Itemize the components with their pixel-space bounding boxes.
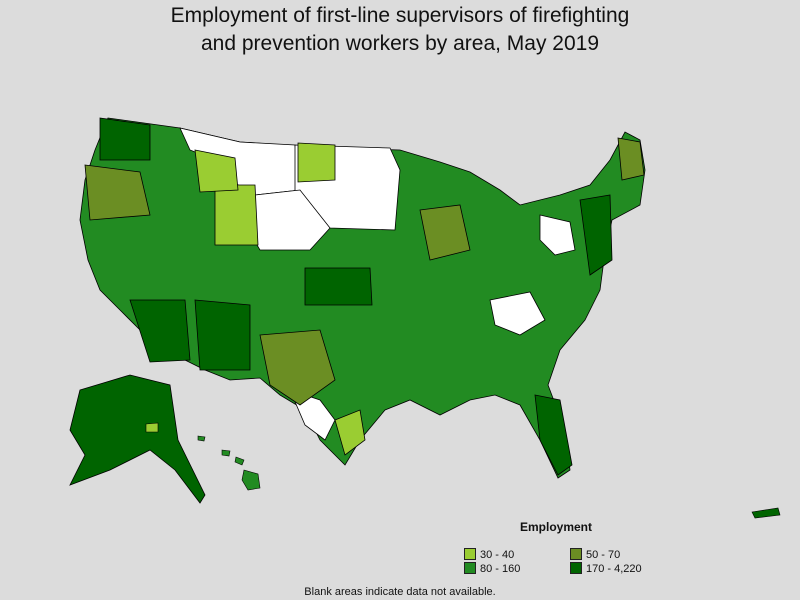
region-idaho-west xyxy=(194,149,239,193)
alaska-borough xyxy=(145,422,159,433)
region-midwest-mix xyxy=(419,204,471,261)
region-gulf-coast xyxy=(334,409,366,456)
region-new-mexico xyxy=(194,299,251,371)
legend-label: 30 - 40 xyxy=(480,549,515,561)
region-kansas xyxy=(304,267,373,306)
legend-item-50-70: 50 - 70 xyxy=(570,548,620,562)
puerto-rico xyxy=(751,507,781,519)
region-oregon xyxy=(84,164,151,221)
alaska xyxy=(69,374,206,504)
blank-areas-note: Blank areas indicate data not available. xyxy=(304,586,496,598)
region-arizona xyxy=(129,299,191,363)
contiguous-us xyxy=(79,117,646,479)
legend-item-170-4220: 170 - 4,220 xyxy=(570,562,642,576)
region-wyoming xyxy=(214,184,259,246)
hawaii xyxy=(197,435,261,491)
map-title: Employment of first-line supervisors of … xyxy=(0,2,800,58)
region-east-coast xyxy=(579,194,613,276)
legend-item-30-40: 30 - 40 xyxy=(464,548,514,562)
region-texas-west xyxy=(259,329,336,406)
legend-item-80-160: 80 - 160 xyxy=(464,562,520,576)
region-florida xyxy=(534,394,573,476)
legend-swatch xyxy=(570,562,582,574)
region-washington xyxy=(99,117,151,161)
title-line-2: and prevention workers by area, May 2019 xyxy=(200,32,600,55)
legend-label: 80 - 160 xyxy=(480,563,521,575)
legend-label: 170 - 4,220 xyxy=(586,563,642,575)
legend-swatch xyxy=(464,562,476,574)
region-maine xyxy=(617,137,645,181)
region-kentucky-tennessee xyxy=(489,291,546,336)
legend-swatch xyxy=(570,548,582,560)
title-line-1: Employment of first-line supervisors of … xyxy=(170,4,630,27)
region-north-dakota xyxy=(297,142,336,183)
region-virginia-north xyxy=(539,214,576,256)
legend-title: Employment xyxy=(520,520,593,534)
legend-label: 50 - 70 xyxy=(586,549,621,561)
legend-swatch xyxy=(464,548,476,560)
